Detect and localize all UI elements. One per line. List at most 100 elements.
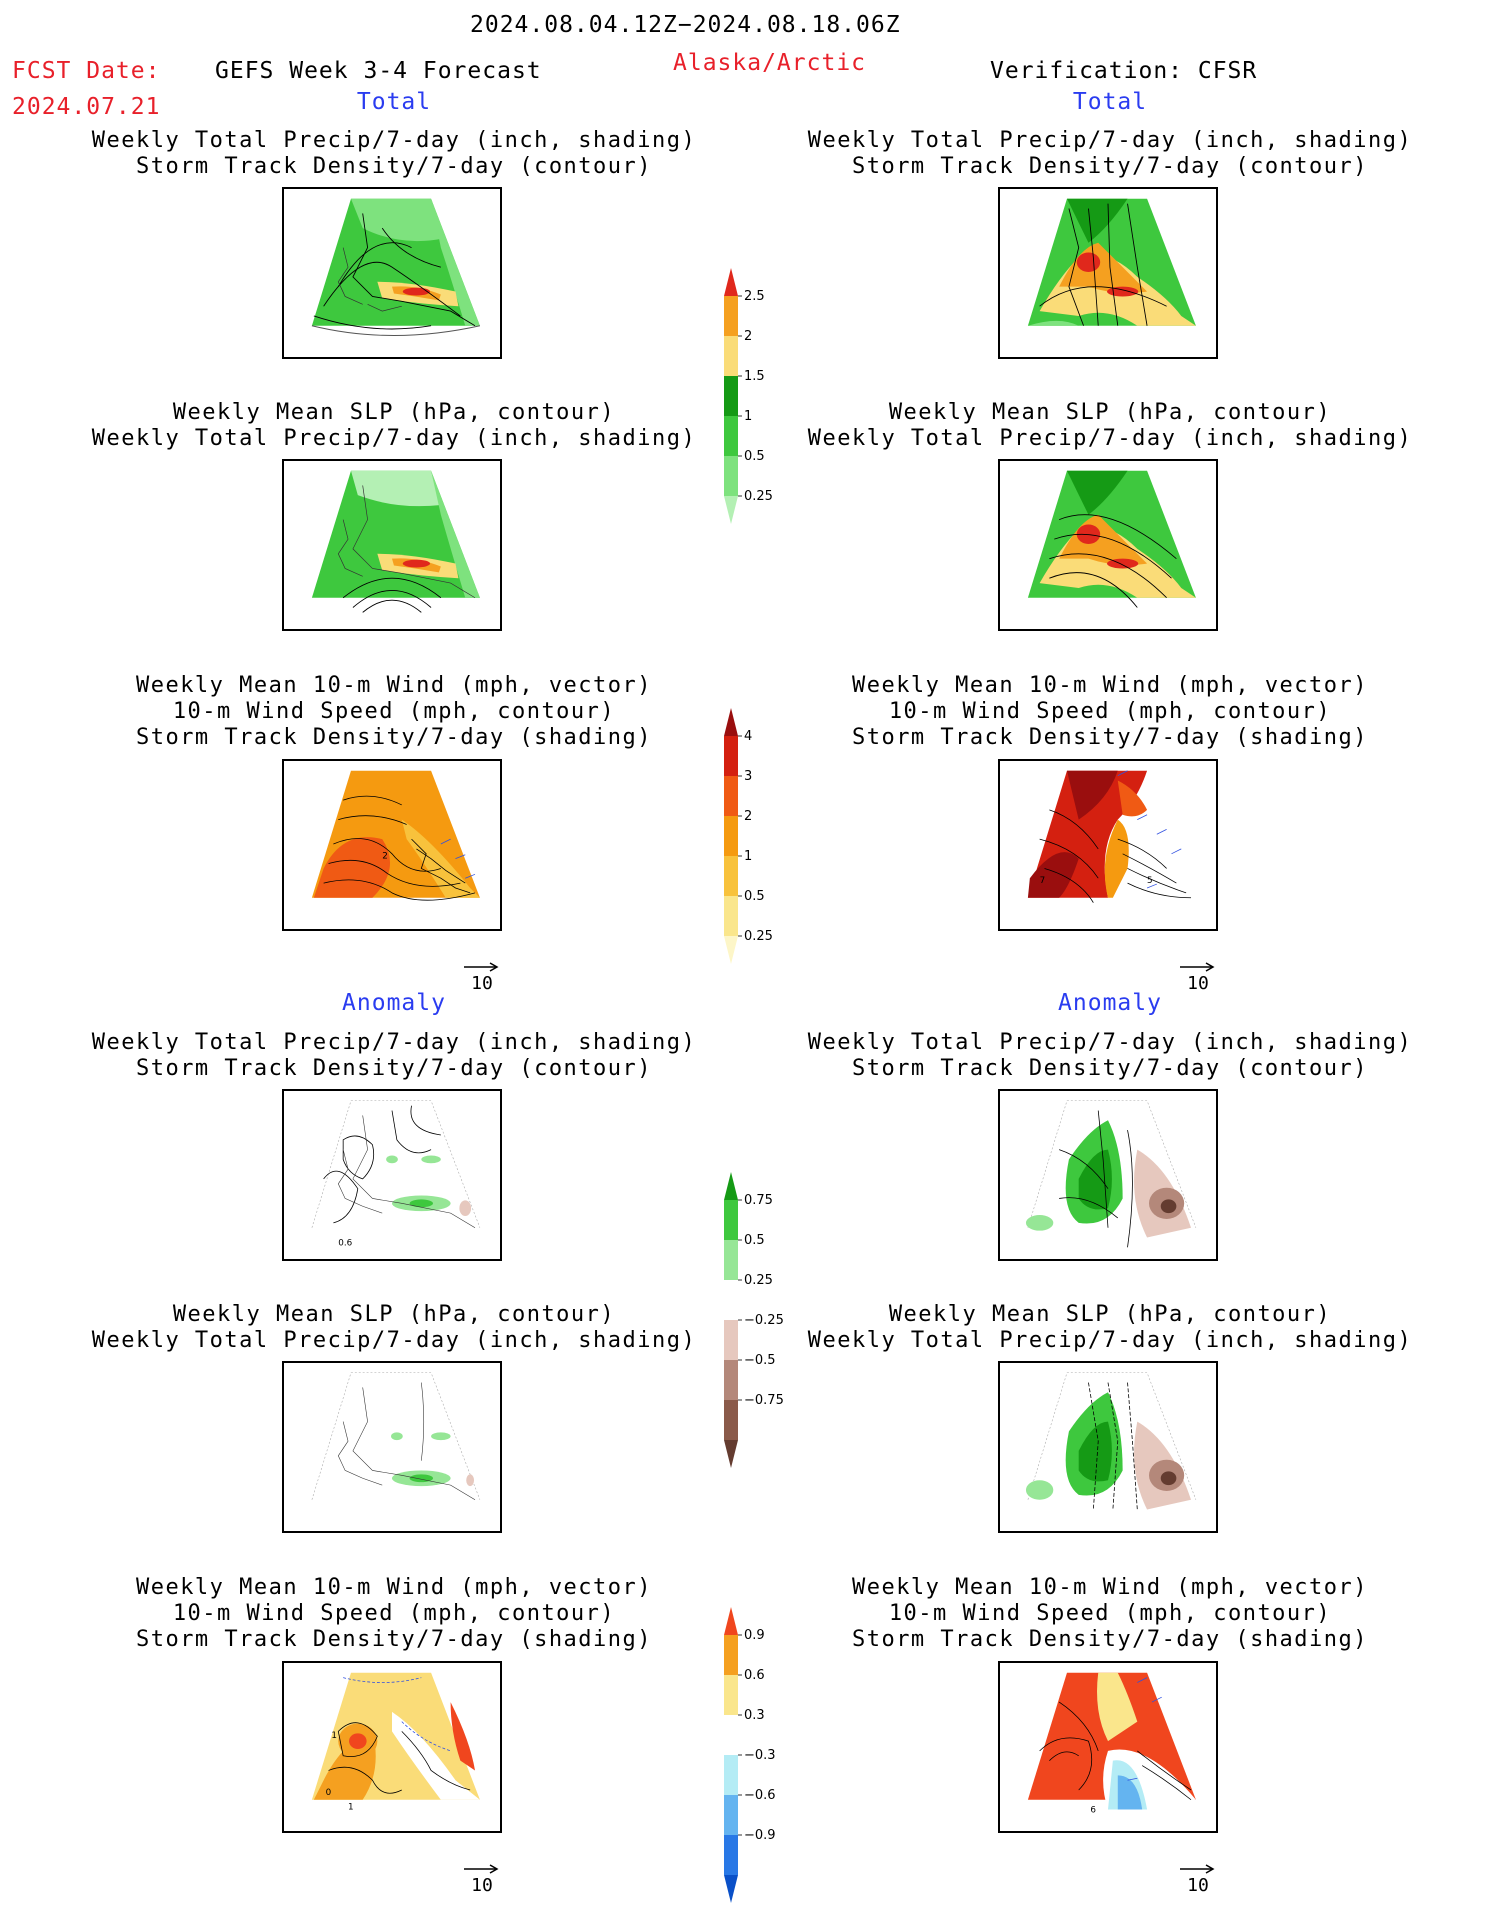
colorbar-label: −0.5 <box>744 1353 776 1368</box>
panel-title: Weekly Mean 10-m Wind (mph, vector) 10-m… <box>851 1575 1369 1652</box>
colorbar-label: 2.5 <box>744 289 765 304</box>
panel-title: Weekly Mean SLP (hPa, contour) Weekly To… <box>807 400 1413 451</box>
colorbar-label: 4 <box>744 729 752 744</box>
colorbar-label: 0.9 <box>744 1628 765 1643</box>
colorbar-label: 0.25 <box>744 1273 773 1288</box>
colorbar-label: 0.5 <box>744 449 765 464</box>
panel-title: Weekly Mean SLP (hPa, contour) Weekly To… <box>807 1302 1413 1353</box>
vector-reference: 10 <box>462 1860 507 1896</box>
colorbar-label: 0.5 <box>744 1233 765 1248</box>
colorbar-segment <box>724 1440 738 1468</box>
colorbar-segment <box>724 1240 738 1280</box>
colorbar-segment <box>724 708 738 736</box>
map-gefs-anomaly-wind-storm: 1 0 1 <box>282 1661 502 1833</box>
panel-title: Weekly Mean 10-m Wind (mph, vector) 10-m… <box>135 1575 653 1652</box>
colorbar-label: 0.6 <box>744 1668 765 1683</box>
colorbar-label: −0.3 <box>744 1748 776 1763</box>
contour-label: 6 <box>1090 1805 1096 1815</box>
map-cfsr-total-precip-storm <box>998 187 1218 359</box>
contour-label: 5 <box>1147 876 1153 886</box>
vector-reference-value: 10 <box>1187 973 1209 994</box>
colorbar-segment <box>724 896 738 936</box>
colorbar-segment <box>724 1795 738 1835</box>
map-cfsr-anomaly-wind-storm: 6 <box>998 1661 1218 1833</box>
colorbar-segment <box>724 268 738 296</box>
contour-label: 7 <box>1040 876 1046 886</box>
colorbar-label: −0.25 <box>744 1313 784 1328</box>
colorbar-segment <box>724 376 738 416</box>
panel-title: Weekly Total Precip/7-day (inch, shading… <box>91 1030 697 1081</box>
colorbar-label: −0.75 <box>744 1393 784 1408</box>
vector-reference-value: 10 <box>471 973 493 994</box>
contour-label: 1 <box>331 1731 337 1741</box>
map-gefs-total-wind-storm: 2 <box>282 759 502 931</box>
section-total-right: Total <box>1072 89 1148 115</box>
colorbar-label: 0.5 <box>744 889 765 904</box>
colorbar-storm-total: 4 3 2 1 0.5 0.25 <box>722 708 822 968</box>
colorbar-segment <box>724 1280 738 1320</box>
colorbar-label: 0.75 <box>744 1193 773 1208</box>
colorbar-segment <box>724 1320 738 1360</box>
colorbar-segment <box>724 336 738 376</box>
colorbar-label: 1.5 <box>744 369 765 384</box>
contour-label: 2 <box>382 852 388 862</box>
contour-label: 0 <box>326 1788 332 1798</box>
region-title: Alaska/Arctic <box>673 50 867 76</box>
colorbar-precip-total: 2.5 2 1.5 1 0.5 0.25 <box>722 268 822 528</box>
map-gefs-total-precip-storm <box>282 187 502 359</box>
map-cfsr-anomaly-precip-storm <box>998 1089 1218 1261</box>
colorbar-svg: 0.9 0.6 0.3 −0.3 −0.6 −0.9 <box>724 1607 776 1903</box>
colorbar-segment <box>724 736 738 776</box>
panel-title: Weekly Mean SLP (hPa, contour) Weekly To… <box>91 1302 697 1353</box>
map-cfsr-anomaly-slp-precip <box>998 1361 1218 1533</box>
colorbar-label: 0.3 <box>744 1708 765 1723</box>
colorbar-label: 0.25 <box>744 489 773 504</box>
arrow-right-icon <box>1180 962 1215 972</box>
map-gefs-anomaly-slp-precip <box>282 1361 502 1533</box>
panel-title: Weekly Mean SLP (hPa, contour) Weekly To… <box>91 400 697 451</box>
arrow-right-icon <box>464 1864 499 1874</box>
colorbar-label: 2 <box>744 329 752 344</box>
colorbar-segment <box>724 496 738 524</box>
colorbar-segment <box>724 856 738 896</box>
colorbar-segment <box>724 1360 738 1400</box>
vector-reference: 10 <box>462 958 507 994</box>
colorbar-segment <box>724 1635 738 1675</box>
fcst-date-label: FCST Date: <box>12 58 161 84</box>
colorbar-storm-anomaly: 0.9 0.6 0.3 −0.3 −0.6 −0.9 <box>722 1607 822 1907</box>
colorbar-label: −0.6 <box>744 1788 776 1803</box>
colorbar-segment <box>724 1172 738 1200</box>
colorbar-segment <box>724 416 738 456</box>
colorbar-segment <box>724 1715 738 1755</box>
colorbar-segment <box>724 776 738 816</box>
colorbar-segment <box>724 1755 738 1795</box>
colorbar-segment <box>724 1400 738 1440</box>
map-cfsr-total-slp-precip <box>998 459 1218 631</box>
product-title: GEFS Week 3-4 Forecast <box>215 58 542 84</box>
panel-title: Weekly Total Precip/7-day (inch, shading… <box>807 128 1413 179</box>
colorbar-segment <box>724 1675 738 1715</box>
arrow-right-icon <box>464 962 499 972</box>
contour-label: 1 <box>348 1803 354 1813</box>
panel-title: Weekly Mean 10-m Wind (mph, vector) 10-m… <box>135 673 653 750</box>
colorbar-svg: 0.75 0.5 0.25 −0.25 −0.5 −0.75 <box>724 1172 784 1468</box>
map-gefs-total-slp-precip <box>282 459 502 631</box>
arrow-right-icon <box>1180 1864 1215 1874</box>
colorbar-segment <box>724 816 738 856</box>
date-range: 2024.08.04.12Z−2024.08.18.06Z <box>470 12 901 38</box>
colorbar-label: 1 <box>744 409 752 424</box>
section-anomaly-right: Anomaly <box>1058 990 1162 1016</box>
colorbar-label: 3 <box>744 769 752 784</box>
colorbar-segment <box>724 1875 738 1903</box>
vector-reference-value: 10 <box>471 1875 493 1896</box>
fcst-date-value: 2024.07.21 <box>12 94 161 120</box>
colorbar-label: 2 <box>744 809 752 824</box>
contour-label: 0.6 <box>338 1238 352 1248</box>
colorbar-label: 1 <box>744 849 752 864</box>
colorbar-segment <box>724 1835 738 1875</box>
panel-title: Weekly Total Precip/7-day (inch, shading… <box>807 1030 1413 1081</box>
colorbar-label: 0.25 <box>744 929 773 944</box>
vector-reference: 10 <box>1178 958 1223 994</box>
colorbar-label: −0.9 <box>744 1828 776 1843</box>
verification-title: Verification: CFSR <box>990 58 1258 84</box>
